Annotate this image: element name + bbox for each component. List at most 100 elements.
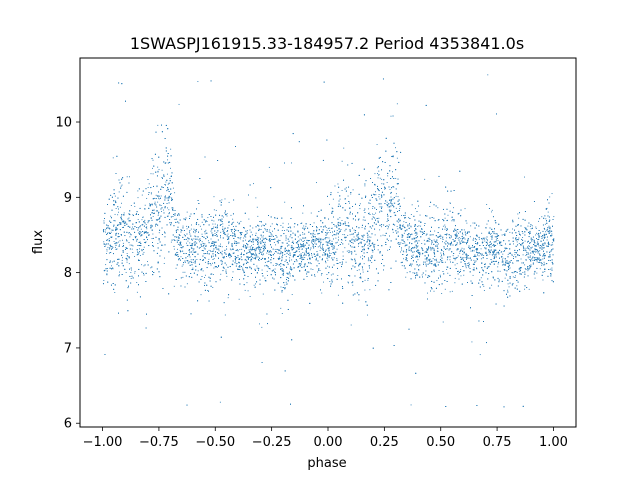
data-point xyxy=(497,266,499,268)
data-point xyxy=(337,233,339,235)
data-point xyxy=(484,238,485,240)
data-point xyxy=(265,264,267,266)
data-point xyxy=(152,204,154,206)
data-point xyxy=(158,198,160,200)
data-point xyxy=(372,216,374,218)
data-point xyxy=(456,248,458,250)
data-point xyxy=(110,236,112,238)
data-point xyxy=(157,201,159,203)
data-point xyxy=(525,250,527,252)
data-point xyxy=(203,244,205,246)
data-point xyxy=(394,212,396,213)
data-point xyxy=(343,147,345,149)
data-point xyxy=(519,267,521,269)
data-point xyxy=(347,234,349,236)
data-point xyxy=(419,214,421,216)
data-point xyxy=(139,251,140,252)
data-point xyxy=(545,208,547,210)
data-point xyxy=(285,239,287,241)
data-point xyxy=(417,225,419,227)
data-point xyxy=(454,264,456,266)
data-point xyxy=(472,246,474,248)
data-point xyxy=(386,221,388,223)
data-point xyxy=(429,262,431,264)
data-point xyxy=(367,260,369,262)
data-point xyxy=(120,234,122,236)
data-point xyxy=(392,171,393,173)
data-point xyxy=(379,206,381,208)
data-point xyxy=(508,268,510,270)
data-point xyxy=(282,222,284,224)
data-point xyxy=(347,222,349,224)
data-point xyxy=(145,241,147,243)
data-point xyxy=(517,244,519,246)
data-point xyxy=(321,248,323,250)
data-point xyxy=(507,283,509,285)
data-point xyxy=(246,252,248,254)
data-point xyxy=(344,230,346,232)
data-point xyxy=(527,225,529,227)
data-point xyxy=(143,232,145,233)
data-point xyxy=(284,284,286,286)
data-point xyxy=(353,239,355,241)
data-point xyxy=(345,187,347,189)
data-point xyxy=(187,255,189,257)
data-point xyxy=(528,246,530,248)
data-point xyxy=(304,229,306,231)
data-point xyxy=(202,250,204,252)
data-point xyxy=(511,254,513,256)
data-point xyxy=(308,246,309,248)
data-point xyxy=(150,187,152,188)
data-point xyxy=(400,262,402,264)
data-point xyxy=(170,148,172,150)
data-point xyxy=(475,255,477,257)
data-point xyxy=(452,255,454,257)
data-point xyxy=(381,183,383,185)
data-point xyxy=(472,222,474,224)
data-point xyxy=(364,289,366,291)
data-point xyxy=(483,285,485,287)
data-point xyxy=(339,217,341,219)
data-point xyxy=(473,267,475,269)
data-point xyxy=(277,239,279,241)
data-point xyxy=(407,224,409,226)
data-point xyxy=(128,232,130,233)
data-point xyxy=(178,103,180,105)
data-point xyxy=(305,254,307,256)
data-point xyxy=(328,250,330,252)
data-point xyxy=(542,255,544,257)
data-point xyxy=(293,226,295,228)
data-point xyxy=(299,258,301,259)
data-point xyxy=(512,276,514,278)
data-point xyxy=(424,258,426,260)
data-point xyxy=(404,214,406,216)
chart-title: 1SWASPJ161915.33-184957.2 Period 4353841… xyxy=(130,34,524,53)
data-point xyxy=(126,247,128,249)
data-point xyxy=(362,271,364,273)
data-point xyxy=(341,239,343,241)
data-point xyxy=(483,289,485,291)
data-point xyxy=(272,264,274,266)
data-point xyxy=(487,254,489,256)
data-point xyxy=(249,235,251,237)
data-point xyxy=(233,221,235,223)
data-point xyxy=(280,251,282,252)
data-point xyxy=(110,231,112,233)
data-point xyxy=(513,256,515,258)
data-point xyxy=(222,223,224,225)
data-point xyxy=(534,254,536,256)
data-point xyxy=(362,238,364,240)
data-point xyxy=(281,274,283,276)
data-point xyxy=(146,226,148,228)
data-point xyxy=(255,252,256,254)
data-point xyxy=(145,224,147,226)
data-point xyxy=(355,253,357,255)
data-point xyxy=(341,264,343,266)
data-point xyxy=(176,251,178,253)
data-point xyxy=(160,205,162,206)
data-point xyxy=(263,250,265,252)
data-point xyxy=(360,276,362,278)
data-point xyxy=(442,237,444,239)
data-point xyxy=(369,202,371,204)
data-point xyxy=(105,264,107,266)
